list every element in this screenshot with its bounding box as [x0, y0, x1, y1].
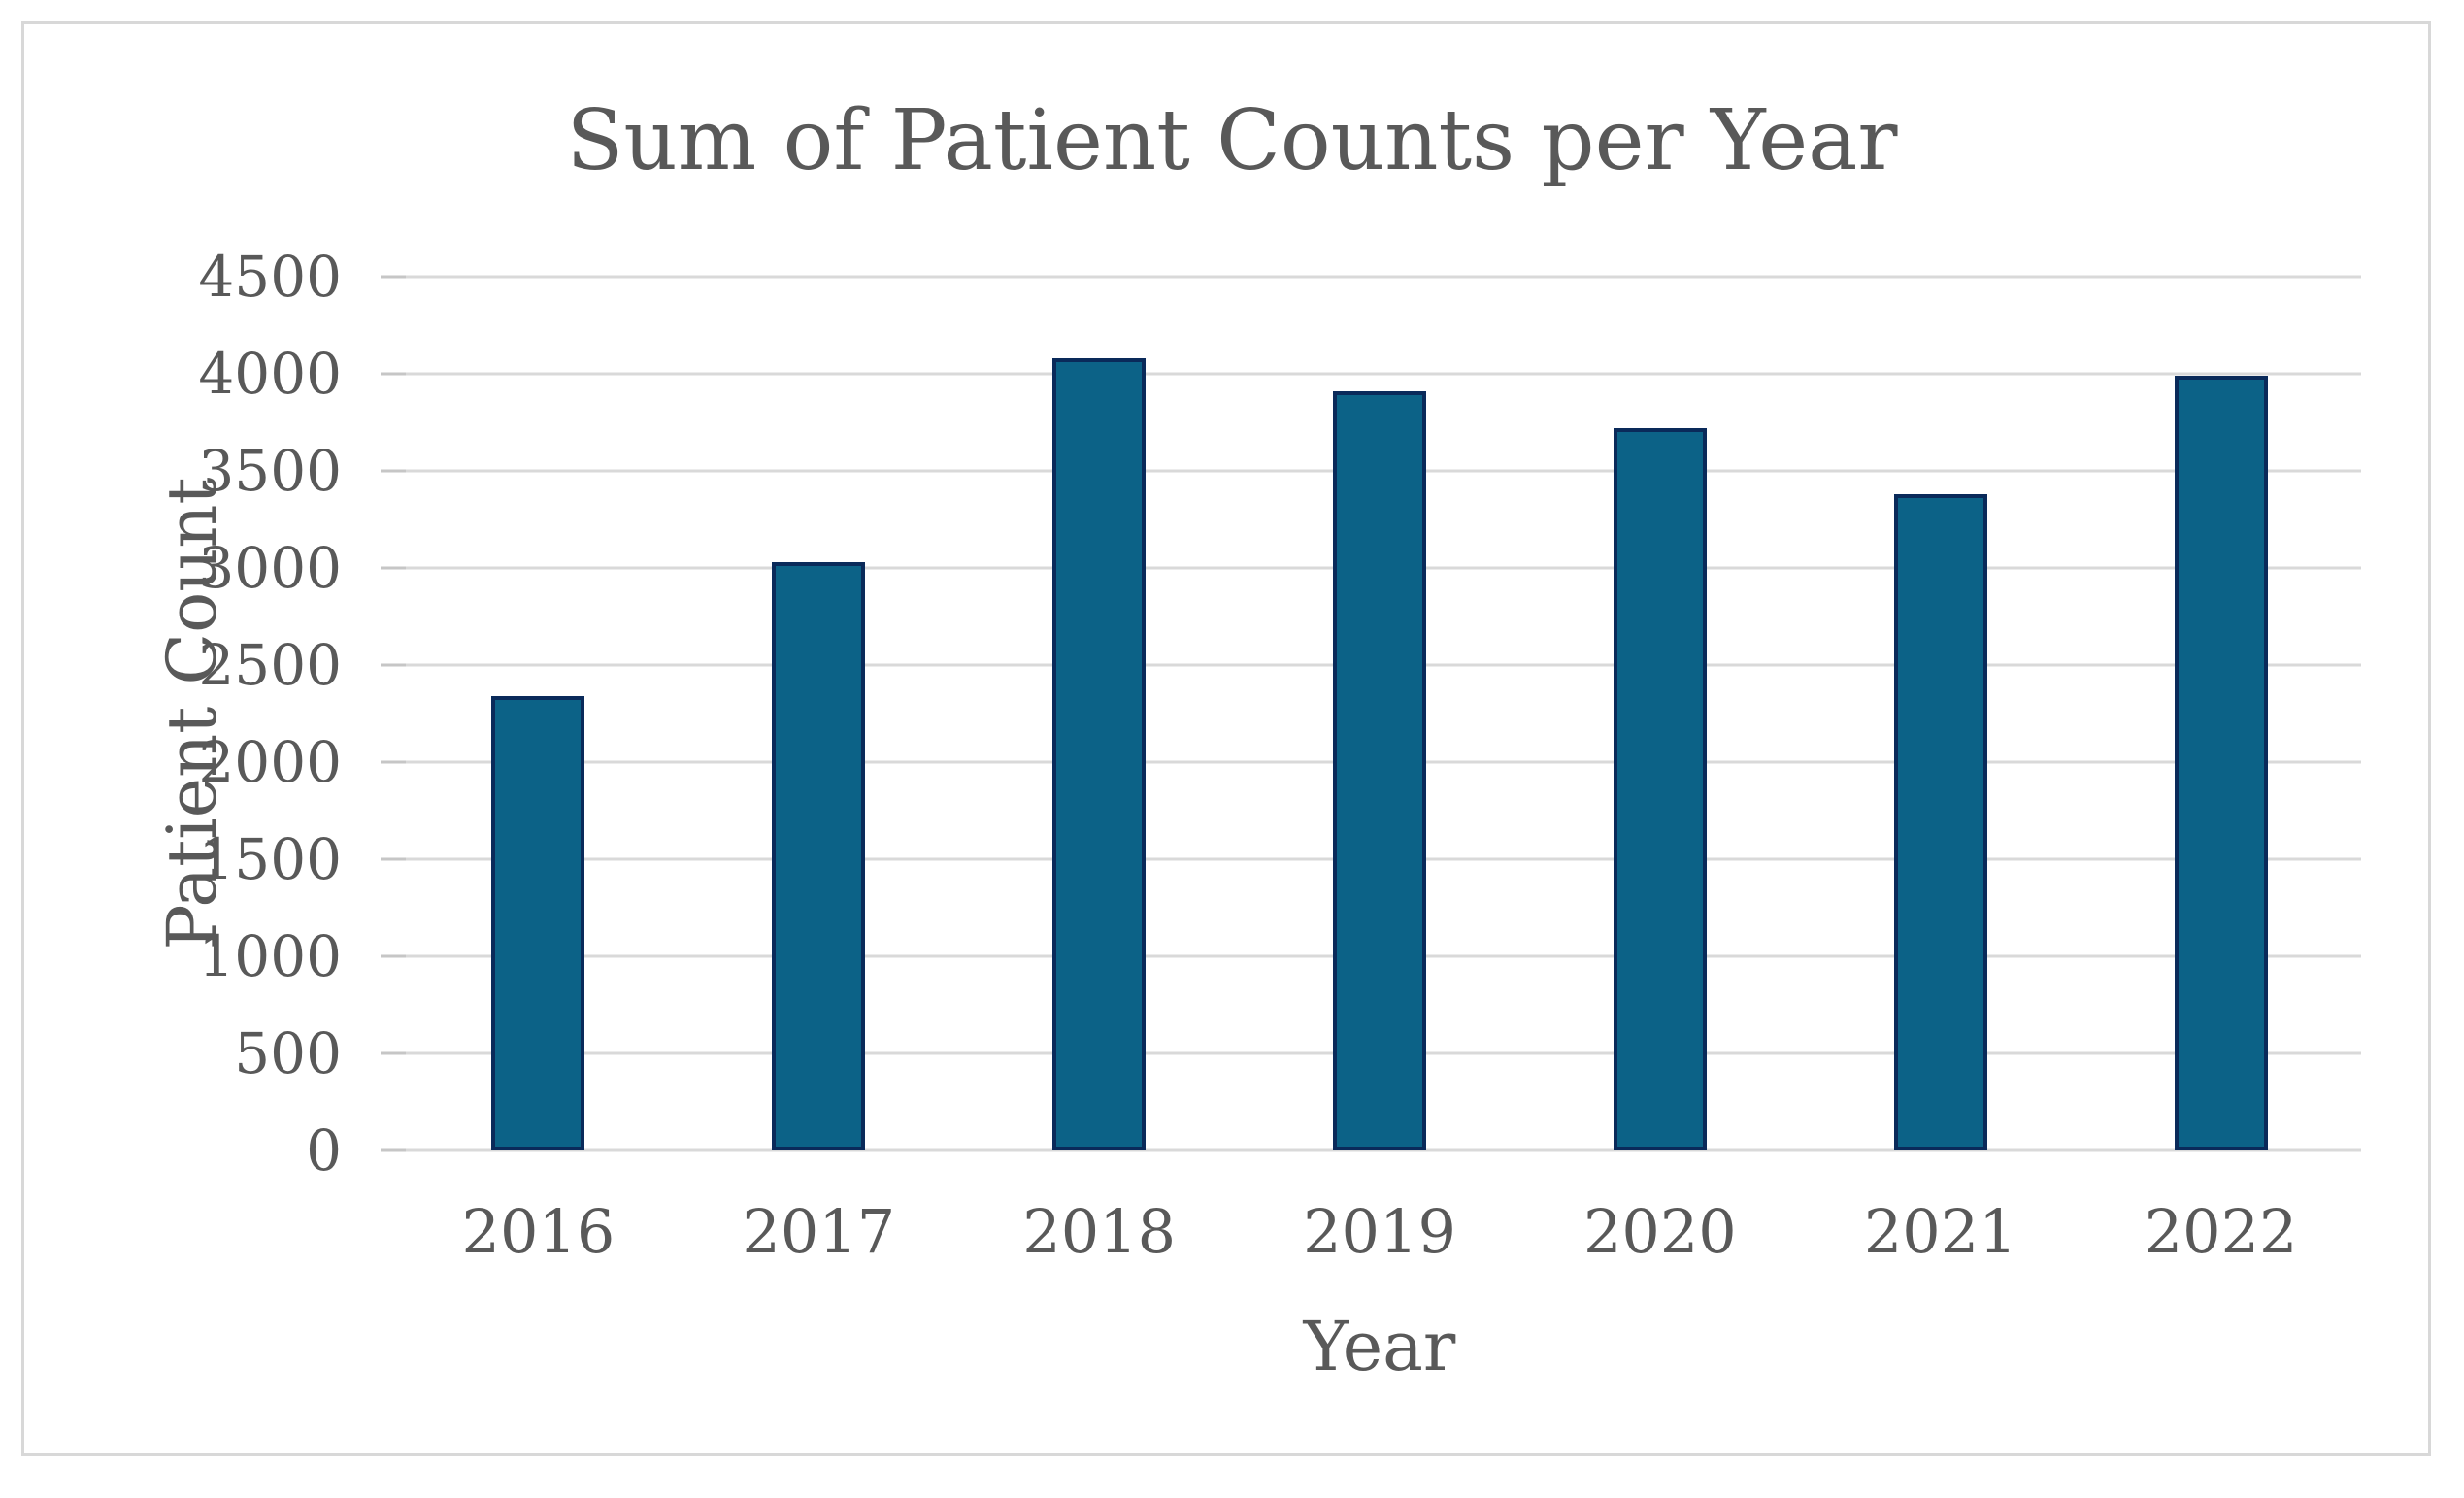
bar-2017 [772, 562, 866, 1150]
y-tick-mark-0 [381, 1148, 406, 1152]
y-tick-label-4500: 4500 [198, 244, 342, 310]
x-tick-label-2020: 2020 [1582, 1196, 1737, 1267]
y-tick-label-2000: 2000 [198, 729, 342, 795]
x-tick-label-2017: 2017 [742, 1196, 896, 1267]
y-tick-label-500: 500 [234, 1020, 342, 1086]
x-axis-tick-labels: 2016 2017 2018 2019 2020 2021 2022 [398, 1202, 2361, 1262]
y-tick-label-0: 0 [306, 1117, 342, 1183]
y-tick-mark-3000 [381, 566, 406, 570]
x-axis-title: Year [1303, 1307, 1456, 1386]
bar-slot-2021 [1800, 277, 2081, 1150]
x-tick-label-2016: 2016 [461, 1196, 616, 1267]
x-tick-label-2021: 2021 [1863, 1196, 2017, 1267]
bar-2019 [1333, 391, 1426, 1150]
y-tick-mark-500 [381, 1051, 406, 1055]
x-tick-label-2022: 2022 [2144, 1196, 2298, 1267]
x-tick-label-2019: 2019 [1303, 1196, 1456, 1267]
y-tick-label-1500: 1500 [198, 826, 342, 893]
gridline-4000 [398, 372, 2361, 376]
bar-slot-2018 [959, 277, 1240, 1150]
x-tick-label-2018: 2018 [1022, 1196, 1177, 1267]
bar-2022 [2174, 376, 2268, 1150]
bar-slot-2022 [2081, 277, 2361, 1150]
y-tick-label-2500: 2500 [198, 632, 342, 698]
y-tick-label-4000: 4000 [198, 341, 342, 407]
bar-2016 [491, 696, 585, 1150]
y-tick-mark-1000 [381, 954, 406, 958]
bar-slot-2017 [679, 277, 959, 1150]
bar-2018 [1052, 358, 1147, 1150]
bars-row [398, 277, 2361, 1150]
y-tick-mark-1500 [381, 857, 406, 861]
y-tick-label-3000: 3000 [198, 535, 342, 602]
chart-title: Sum of Patient Counts per Year [566, 92, 1898, 189]
y-tick-mark-2500 [381, 663, 406, 667]
y-tick-mark-4000 [381, 372, 406, 376]
y-tick-mark-2000 [381, 760, 406, 764]
y-tick-mark-3500 [381, 469, 406, 473]
bar-slot-2016 [398, 277, 679, 1150]
bar-slot-2020 [1519, 277, 1800, 1150]
chart-frame [21, 21, 2431, 1456]
gridline-0 [398, 1148, 2361, 1152]
bar-2020 [1613, 428, 1707, 1150]
y-tick-mark-4500 [381, 275, 406, 279]
y-axis-tick-labels: 0 500 1000 1500 2000 2500 3000 3500 4000 4500 [0, 249, 342, 1179]
bar-slot-2019 [1240, 277, 1520, 1150]
plot-area [381, 275, 2361, 1152]
bar-2021 [1893, 494, 1987, 1150]
y-tick-label-1000: 1000 [198, 923, 342, 989]
gridline-4500 [398, 275, 2361, 279]
y-tick-label-3500: 3500 [198, 438, 342, 504]
